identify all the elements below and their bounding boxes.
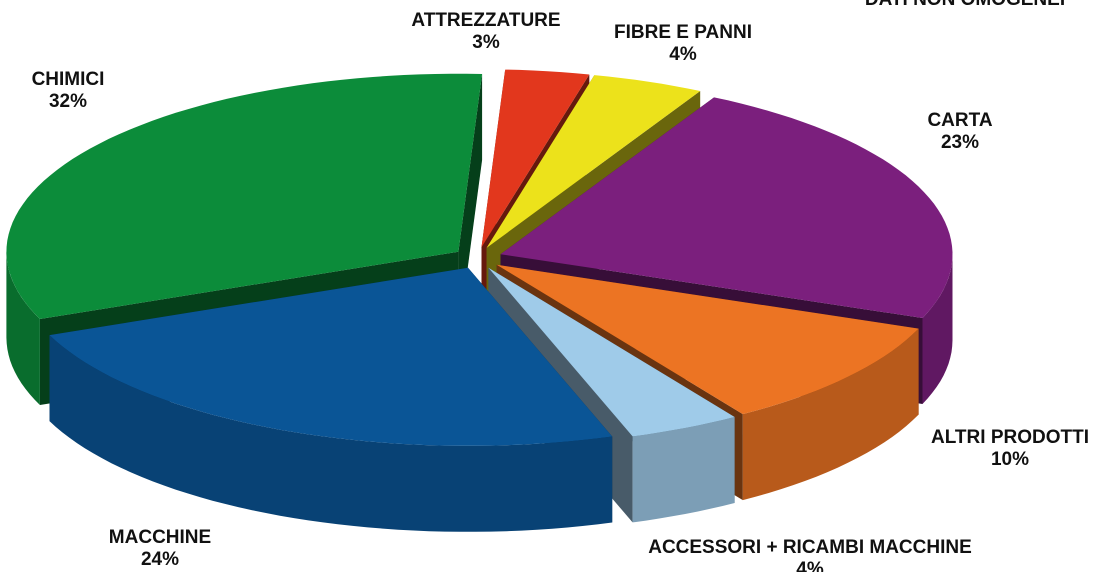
slice-value-label: 23%: [941, 132, 979, 153]
slice-label: ATTREZZATURE: [411, 10, 560, 31]
slice-label: ACCESSORI + RICAMBI MACCHINE: [648, 537, 972, 558]
pie-slice: [6, 73, 483, 319]
pie-slice: [488, 267, 735, 437]
slice-value-label: 4%: [796, 559, 824, 572]
slice-side: [742, 328, 919, 501]
slice-label: MACCHINE: [109, 527, 211, 548]
slice-side: [922, 254, 953, 404]
pie-slice: [481, 69, 590, 248]
chart-subtitle: DATI NON OMOGENEI: [865, 0, 1065, 10]
pie-slice: [500, 97, 953, 319]
slice-value-label: 3%: [472, 32, 500, 53]
pie-slice: [486, 75, 701, 248]
slice-label: FIBRE E PANNI: [614, 22, 752, 43]
pie-slice: [496, 264, 919, 415]
slice-label: CARTA: [927, 110, 992, 131]
pie-slice: [49, 267, 613, 446]
slice-value-label: 10%: [991, 449, 1029, 470]
slice-value-label: 4%: [669, 44, 697, 65]
slice-side: [6, 251, 40, 405]
slice-label: ALTRI PRODOTTI: [931, 427, 1089, 448]
slice-side: [632, 417, 735, 523]
slice-label: CHIMICI: [32, 69, 105, 90]
slice-value-label: 24%: [141, 549, 179, 570]
slice-value-label: 32%: [49, 91, 87, 112]
slice-side: [49, 335, 613, 532]
